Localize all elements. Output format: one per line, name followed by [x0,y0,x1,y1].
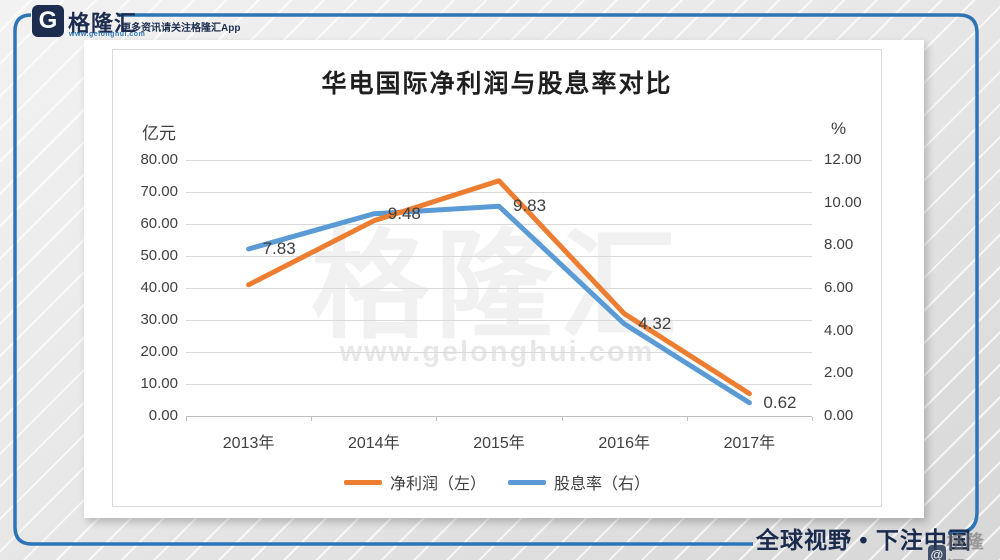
data-label: 4.32 [638,313,672,333]
right-axis-tick-label: 12.00 [824,151,862,168]
right-axis-unit-label: % [831,119,847,138]
gridline [186,192,812,193]
chart-area-border [112,49,882,507]
left-axis-tick-label: 60.00 [140,215,178,232]
legend-label-dividend-yield: 股息率（右） [554,476,651,493]
right-axis-tick-label: 6.00 [824,279,854,296]
right-axis-tick-label: 2.00 [824,364,854,382]
right-axis-tick-label: 10.00 [824,193,862,211]
x-axis-label: 2013年 [222,435,275,452]
right-axis-tick-label: 8.00 [824,236,854,254]
x-axis-label: 2015年 [473,435,525,452]
brand-url: www.gelonghui.com [69,31,146,38]
legend-item-dividend-yield: 股息率（右） [508,470,650,494]
x-axis-label: 2016年 [598,435,650,452]
left-axis-tick-label: 40.00 [140,279,178,296]
x-axis-tick-mark [311,417,313,421]
footer-brand-stamp: @ 格隆汇 [928,528,1000,560]
net-profit-swatch [343,479,382,485]
left-axis-unit-label: 亿元 [142,124,176,143]
legend-item-net-profit: 净利润（左） [343,470,486,494]
brand-name: 格隆汇 [68,11,138,36]
chart-title: 华电国际净利润与股息率对比 [321,71,673,98]
data-label: 9.83 [513,196,547,216]
x-axis-tick-mark [561,417,563,421]
gridline [186,224,812,225]
gridline [186,160,812,161]
left-axis-tick-label: 10.00 [140,375,178,392]
gridline [186,256,812,257]
left-axis-tick-label: 70.00 [140,183,178,200]
gridline [186,320,812,321]
left-axis-tick-label: 20.00 [140,343,178,360]
gridline [186,416,812,417]
frame-left-bottom-line [13,13,753,546]
gridline [186,352,812,353]
net-profit-line [246,178,752,397]
frame-top-right-line [117,13,979,535]
left-axis-tick-label: 50.00 [140,247,178,264]
gridline [186,384,812,385]
x-axis-tick-mark [686,417,688,421]
at-logo-icon: @ [928,544,946,560]
logo-letter: G [38,7,58,34]
header-tagline: 更多资讯请关注格隆汇App [121,23,241,34]
watermark-brand-text: 格隆汇 [310,221,684,353]
chart-legend: 净利润（左） 股息率（右） [112,470,882,494]
stamp-brand-text: 格隆汇 [946,532,985,560]
dividend-yield-swatch [508,479,546,485]
data-label: 0.62 [763,392,797,412]
x-axis-tick-mark [186,417,187,421]
gelonghui-logo-icon: G [32,5,64,37]
right-axis-tick-label: 4.00 [824,321,854,339]
line-chart-plot [246,178,752,406]
chart-card: 格隆汇 www.gelonghui.com 华电国际净利润与股息率对比 亿元 %… [84,40,924,518]
x-axis-tick-mark [436,417,438,421]
legend-label-net-profit: 净利润（左） [389,476,486,493]
left-axis-tick-label: 0.00 [148,407,178,424]
gridline [186,288,812,289]
data-label: 9.48 [387,203,421,223]
dividend-yield-line [246,203,752,406]
right-axis-tick-label: 0.00 [824,407,854,424]
x-axis-label: 2014年 [347,435,400,452]
left-axis-tick-label: 80.00 [140,151,178,168]
data-label: 7.83 [262,238,296,258]
x-axis-tick-mark [812,417,813,421]
left-axis-tick-label: 30.00 [140,311,178,328]
x-axis-label: 2017年 [723,435,776,452]
